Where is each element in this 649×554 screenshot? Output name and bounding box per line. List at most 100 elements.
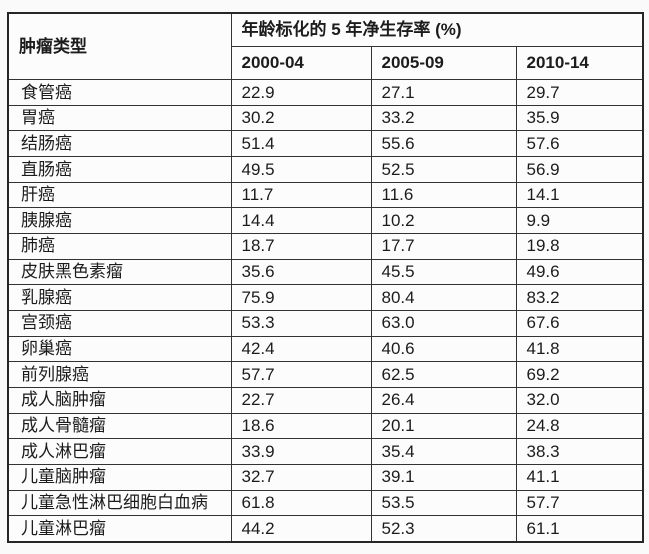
survival-value-cell: 56.9 <box>515 155 644 183</box>
survival-value-cell: 61.8 <box>230 489 372 517</box>
survival-value-cell: 49.6 <box>515 258 644 286</box>
table-row: 成人骨髓瘤 18.6 20.1 24.8 <box>7 412 644 440</box>
table-row: 儿童急性淋巴细胞白血病 61.8 53.5 57.7 <box>7 489 644 517</box>
tumor-type-cell: 肺癌 <box>7 232 232 260</box>
survival-value-cell: 41.1 <box>515 463 644 491</box>
column-header-period-2005-09: 2005-09 <box>370 46 517 80</box>
survival-value-cell: 52.5 <box>370 155 517 183</box>
table-row: 直肠癌 49.5 52.5 56.9 <box>7 155 644 183</box>
survival-value-cell: 22.9 <box>230 79 372 106</box>
table-row: 乳腺癌 75.9 80.4 83.2 <box>7 284 644 311</box>
survival-value-cell: 62.5 <box>370 361 517 388</box>
survival-value-cell: 33.2 <box>370 104 517 132</box>
table-header: 肿瘤类型 年龄标化的 5 年净生存率 (%) 2000-04 2005-09 2… <box>7 12 644 80</box>
survival-value-cell: 39.1 <box>370 463 517 491</box>
survival-value-cell: 49.5 <box>230 155 372 183</box>
table-row: 胰腺癌 14.4 10.2 9.9 <box>7 207 644 234</box>
tumor-type-cell: 卵巢癌 <box>7 335 232 363</box>
tumor-type-cell: 食管癌 <box>7 79 232 106</box>
tumor-type-cell: 乳腺癌 <box>7 284 232 311</box>
survival-value-cell: 11.7 <box>230 181 372 209</box>
survival-value-cell: 14.1 <box>515 181 644 209</box>
survival-value-cell: 53.3 <box>230 309 372 337</box>
survival-value-cell: 57.7 <box>230 361 372 388</box>
survival-value-cell: 14.4 <box>230 207 372 234</box>
table-row: 皮肤黑色素瘤 35.6 45.5 49.6 <box>7 258 644 286</box>
column-group-header-survival-rate: 年龄标化的 5 年净生存率 (%) <box>230 12 644 47</box>
survival-value-cell: 42.4 <box>230 335 372 363</box>
table-row: 成人淋巴瘤 33.9 35.4 38.3 <box>7 438 644 465</box>
survival-value-cell: 51.4 <box>230 130 372 157</box>
table-row: 食管癌 22.9 27.1 29.7 <box>7 79 644 106</box>
survival-value-cell: 75.9 <box>230 284 372 311</box>
tumor-type-cell: 结肠癌 <box>7 130 232 157</box>
header-row-periods: 2000-04 2005-09 2010-14 <box>8 46 644 80</box>
survival-value-cell: 69.2 <box>515 361 644 388</box>
table-row: 成人脑肿瘤 22.7 26.4 32.0 <box>7 386 644 414</box>
survival-value-cell: 52.3 <box>370 515 517 543</box>
column-header-period-2000-04: 2000-04 <box>230 46 372 80</box>
tumor-type-cell: 直肠癌 <box>7 155 232 183</box>
survival-value-cell: 17.7 <box>370 232 517 260</box>
table-row: 儿童淋巴瘤 44.2 52.3 61.1 <box>7 515 644 543</box>
survival-value-cell: 29.7 <box>515 79 644 106</box>
survival-value-cell: 9.9 <box>515 207 644 234</box>
table-body: 食管癌 22.9 27.1 29.7 胃癌 30.2 33.2 35.9 结肠癌 51.4 55.6… <box>7 79 644 543</box>
table-row: 前列腺癌 57.7 62.5 69.2 <box>7 361 644 388</box>
survival-rate-table: 肿瘤类型 年龄标化的 5 年净生存率 (%) 2000-04 2005-09 2… <box>7 12 644 543</box>
survival-value-cell: 67.6 <box>515 309 644 337</box>
tumor-type-cell: 肝癌 <box>7 181 232 209</box>
survival-value-cell: 32.7 <box>230 463 372 491</box>
survival-value-cell: 35.4 <box>370 438 517 465</box>
survival-value-cell: 57.7 <box>515 489 644 517</box>
survival-value-cell: 19.8 <box>515 232 644 260</box>
table-row: 胃癌 30.2 33.2 35.9 <box>7 104 644 132</box>
survival-value-cell: 18.7 <box>230 232 372 260</box>
tumor-type-cell: 儿童淋巴瘤 <box>7 515 232 543</box>
survival-value-cell: 40.6 <box>370 335 517 363</box>
table-row: 肺癌 18.7 17.7 19.8 <box>7 232 644 260</box>
survival-value-cell: 30.2 <box>230 104 372 132</box>
survival-value-cell: 63.0 <box>370 309 517 337</box>
survival-value-cell: 27.1 <box>370 79 517 106</box>
survival-value-cell: 83.2 <box>515 284 644 311</box>
table-row: 儿童脑肿瘤 32.7 39.1 41.1 <box>7 463 644 491</box>
column-header-tumor-type: 肿瘤类型 <box>7 12 232 80</box>
tumor-type-cell: 前列腺癌 <box>7 361 232 388</box>
survival-value-cell: 53.5 <box>370 489 517 517</box>
table-row: 卵巢癌 42.4 40.6 41.8 <box>7 335 644 363</box>
survival-value-cell: 26.4 <box>370 386 517 414</box>
survival-value-cell: 41.8 <box>515 335 644 363</box>
survival-value-cell: 45.5 <box>370 258 517 286</box>
survival-value-cell: 32.0 <box>515 386 644 414</box>
tumor-type-cell: 成人脑肿瘤 <box>7 386 232 414</box>
header-row-group: 肿瘤类型 年龄标化的 5 年净生存率 (%) <box>7 12 644 80</box>
survival-value-cell: 11.6 <box>370 181 517 209</box>
survival-value-cell: 61.1 <box>515 515 644 543</box>
tumor-type-cell: 宫颈癌 <box>7 309 232 337</box>
survival-value-cell: 33.9 <box>230 438 372 465</box>
table-row: 肝癌 11.7 11.6 14.1 <box>7 181 644 209</box>
survival-value-cell: 44.2 <box>230 515 372 543</box>
table-row: 结肠癌 51.4 55.6 57.6 <box>7 130 644 157</box>
survival-value-cell: 18.6 <box>230 412 372 440</box>
survival-value-cell: 57.6 <box>515 130 644 157</box>
tumor-type-cell: 胃癌 <box>7 104 232 132</box>
survival-value-cell: 38.3 <box>515 438 644 465</box>
table-row: 宫颈癌 53.3 63.0 67.6 <box>7 309 644 337</box>
tumor-type-cell: 成人淋巴瘤 <box>7 438 232 465</box>
survival-value-cell: 80.4 <box>370 284 517 311</box>
survival-value-cell: 10.2 <box>370 207 517 234</box>
column-header-period-2010-14: 2010-14 <box>515 46 644 80</box>
tumor-type-cell: 儿童急性淋巴细胞白血病 <box>7 489 232 517</box>
tumor-type-cell: 儿童脑肿瘤 <box>7 463 232 491</box>
tumor-type-cell: 胰腺癌 <box>7 207 232 234</box>
tumor-type-cell: 成人骨髓瘤 <box>7 412 232 440</box>
survival-value-cell: 22.7 <box>230 386 372 414</box>
survival-value-cell: 35.9 <box>515 104 644 132</box>
survival-value-cell: 20.1 <box>370 412 517 440</box>
survival-value-cell: 55.6 <box>370 130 517 157</box>
tumor-type-cell: 皮肤黑色素瘤 <box>7 258 232 286</box>
survival-value-cell: 24.8 <box>515 412 644 440</box>
